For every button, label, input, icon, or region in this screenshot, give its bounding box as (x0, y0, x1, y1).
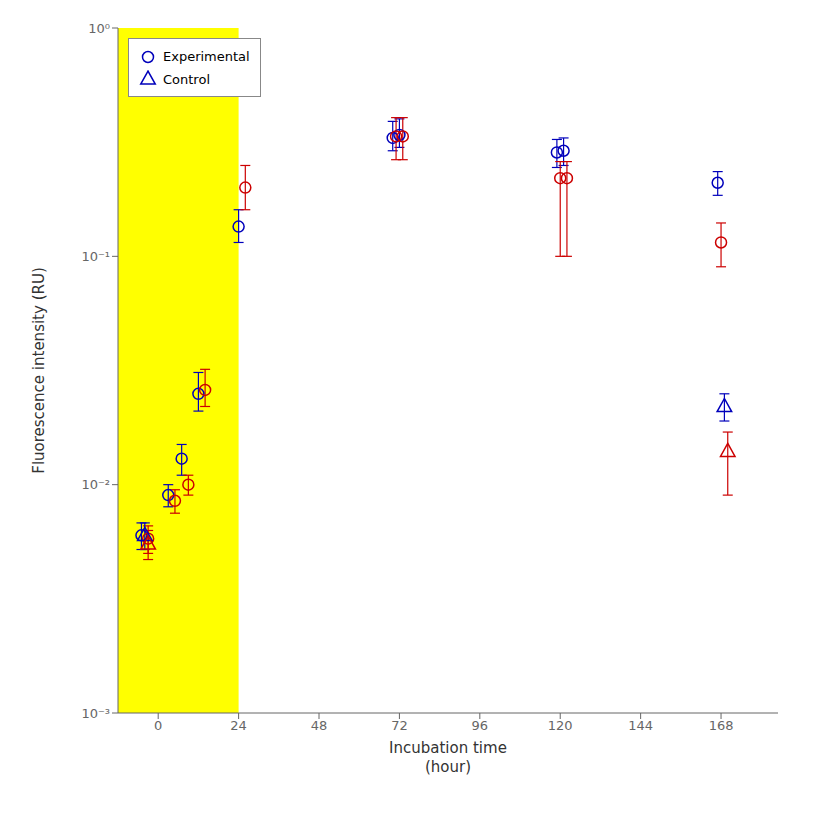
svg-text:48: 48 (311, 718, 328, 733)
svg-text:0: 0 (154, 718, 162, 733)
svg-text:72: 72 (391, 718, 408, 733)
svg-text:24: 24 (230, 718, 247, 733)
svg-text:10⁻¹: 10⁻¹ (81, 249, 110, 264)
svg-text:144: 144 (628, 718, 653, 733)
svg-text:10⁰: 10⁰ (88, 21, 110, 36)
svg-text:120: 120 (548, 718, 573, 733)
html-text:Control: Control (163, 71, 210, 86)
svg-text:168: 168 (709, 718, 734, 733)
svg-text:10⁻³: 10⁻³ (81, 706, 110, 721)
svg-text:Incubation time(hour): Incubation time(hour) (389, 739, 507, 776)
svg-text:96: 96 (472, 718, 489, 733)
svg-text:Fluorescence intensity (RU): Fluorescence intensity (RU) (30, 267, 48, 474)
svg-text:10⁻²: 10⁻² (81, 477, 110, 492)
html-text:Experimental: Experimental (163, 48, 250, 64)
